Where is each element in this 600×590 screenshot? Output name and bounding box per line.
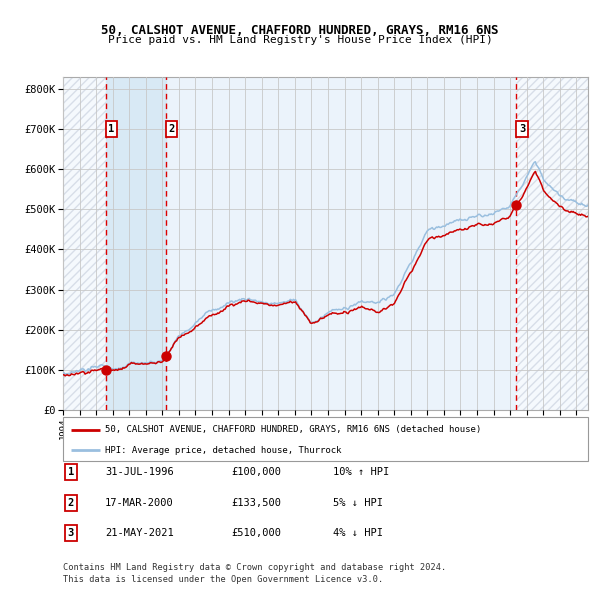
Text: £100,000: £100,000 xyxy=(231,467,281,477)
Text: 10% ↑ HPI: 10% ↑ HPI xyxy=(333,467,389,477)
Bar xyxy=(106,77,166,410)
Text: £510,000: £510,000 xyxy=(231,529,281,538)
Text: 21-MAY-2021: 21-MAY-2021 xyxy=(105,529,174,538)
Bar xyxy=(517,77,588,410)
Text: 1: 1 xyxy=(68,467,74,477)
Text: 4% ↓ HPI: 4% ↓ HPI xyxy=(333,529,383,538)
Text: Contains HM Land Registry data © Crown copyright and database right 2024.: Contains HM Land Registry data © Crown c… xyxy=(63,563,446,572)
Text: 17-MAR-2000: 17-MAR-2000 xyxy=(105,498,174,507)
FancyBboxPatch shape xyxy=(63,417,588,461)
Text: 3: 3 xyxy=(519,124,525,134)
Text: 5% ↓ HPI: 5% ↓ HPI xyxy=(333,498,383,507)
Text: 50, CALSHOT AVENUE, CHAFFORD HUNDRED, GRAYS, RM16 6NS (detached house): 50, CALSHOT AVENUE, CHAFFORD HUNDRED, GR… xyxy=(105,425,481,434)
Text: 2: 2 xyxy=(169,124,175,134)
Text: HPI: Average price, detached house, Thurrock: HPI: Average price, detached house, Thur… xyxy=(105,446,341,455)
Text: £133,500: £133,500 xyxy=(231,498,281,507)
Text: 31-JUL-1996: 31-JUL-1996 xyxy=(105,467,174,477)
Text: 50, CALSHOT AVENUE, CHAFFORD HUNDRED, GRAYS, RM16 6NS: 50, CALSHOT AVENUE, CHAFFORD HUNDRED, GR… xyxy=(101,24,499,37)
Text: 3: 3 xyxy=(68,529,74,538)
Text: This data is licensed under the Open Government Licence v3.0.: This data is licensed under the Open Gov… xyxy=(63,575,383,584)
Text: 1: 1 xyxy=(108,124,115,134)
Bar xyxy=(63,77,106,410)
Text: Price paid vs. HM Land Registry's House Price Index (HPI): Price paid vs. HM Land Registry's House … xyxy=(107,35,493,45)
Text: 2: 2 xyxy=(68,498,74,507)
